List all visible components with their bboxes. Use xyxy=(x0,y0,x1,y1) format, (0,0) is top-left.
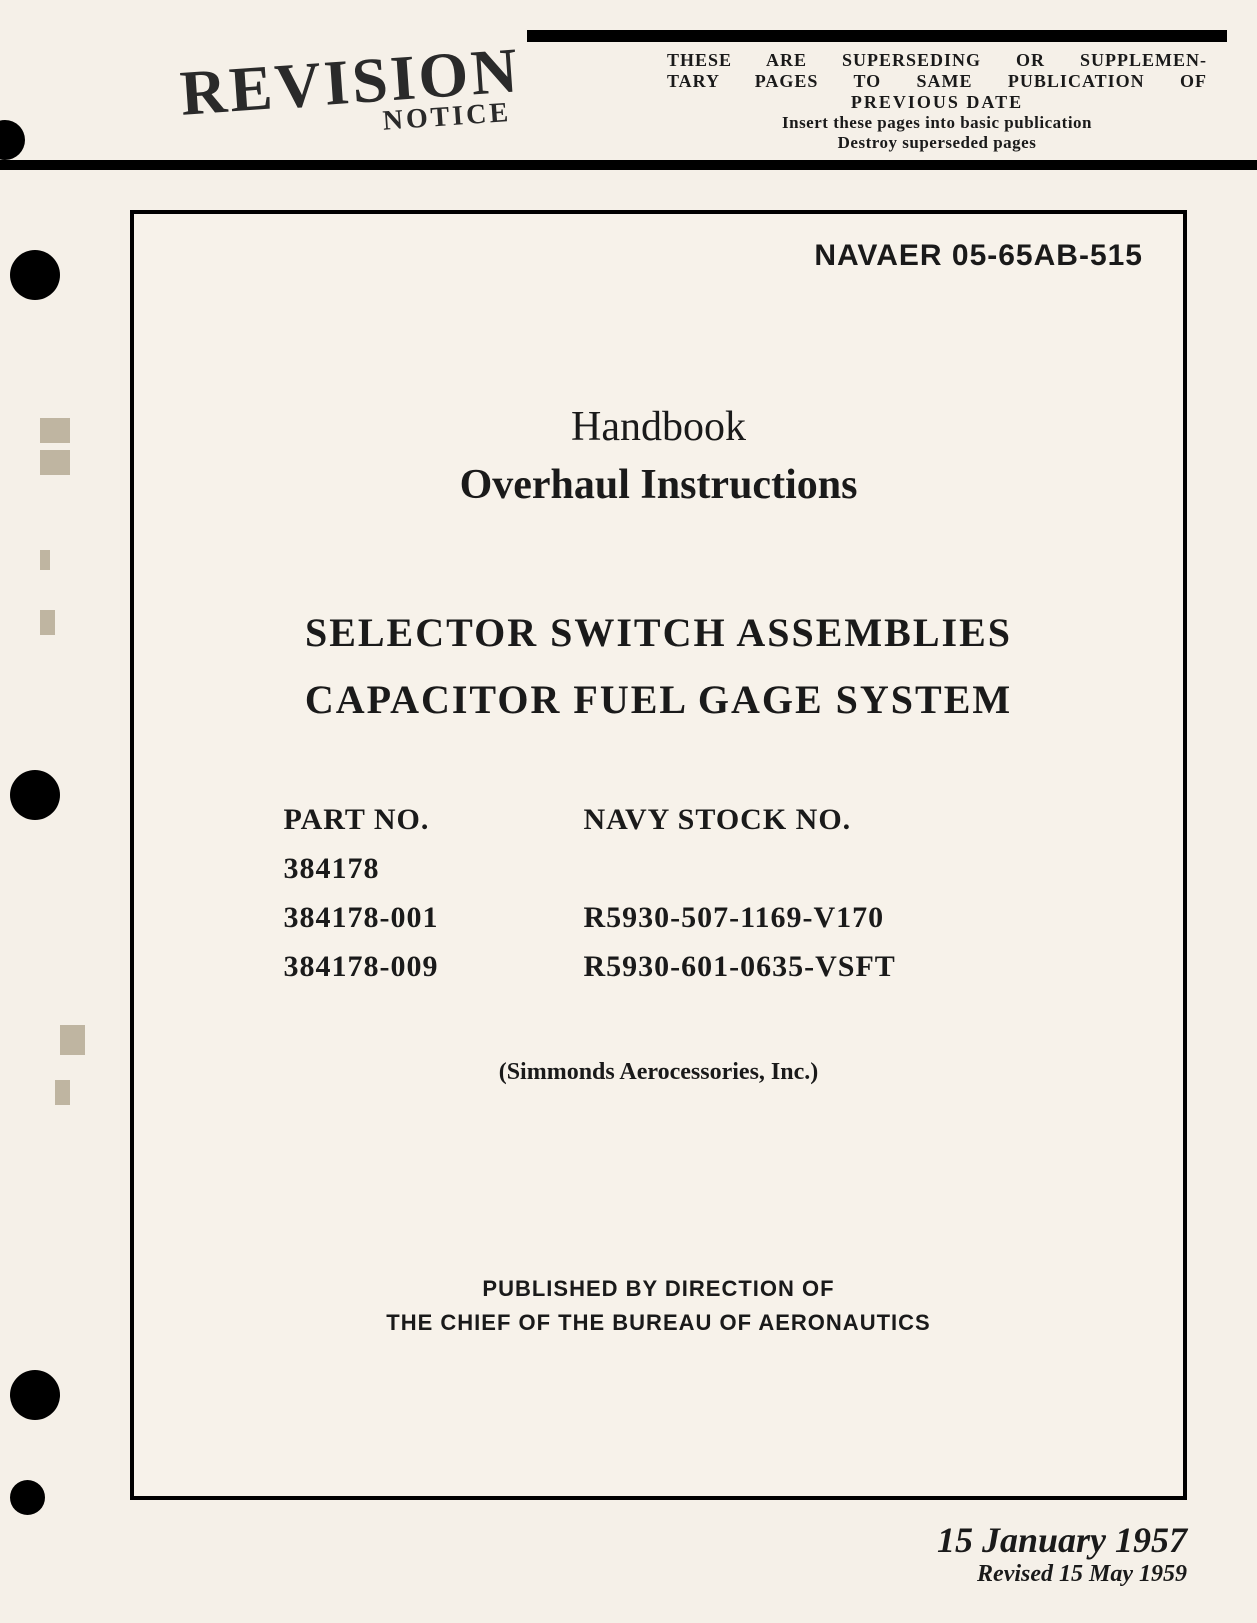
overhaul-label: Overhaul Instructions xyxy=(174,461,1143,509)
insert-instruction: Insert these pages into basic publicatio… xyxy=(667,113,1207,133)
parts-header-stockno: NAVY STOCK NO. xyxy=(584,803,1034,837)
bureau-label: THE CHIEF OF THE BUREAU OF AERONAUTICS xyxy=(174,1310,1143,1336)
published-by-label: PUBLISHED BY DIRECTION OF xyxy=(174,1276,1143,1302)
main-title-line-2: CAPACITOR FUEL GAGE SYSTEM xyxy=(174,676,1143,723)
page-smudge xyxy=(40,418,70,443)
parts-row: 384178-001 R5930-507-1169-V170 xyxy=(284,901,1034,935)
superseding-line-2: TARY PAGES TO SAME PUBLICATION OF xyxy=(667,71,1207,92)
page-smudge xyxy=(40,450,70,475)
superseding-line-3: PREVIOUS DATE xyxy=(667,92,1207,113)
black-bar-top xyxy=(527,30,1227,42)
main-title-line-1: SELECTOR SWITCH ASSEMBLIES xyxy=(174,609,1143,656)
document-box: NAVAER 05-65AB-515 Handbook Overhaul Ins… xyxy=(130,210,1187,1500)
page-smudge xyxy=(60,1025,85,1055)
parts-row: 384178-009 R5930-601-0635-VSFT xyxy=(284,950,1034,984)
part-number: 384178-009 xyxy=(284,950,584,984)
stock-number: R5930-601-0635-VSFT xyxy=(584,950,1034,984)
stock-number: R5930-507-1169-V170 xyxy=(584,901,1034,935)
parts-table: PART NO. NAVY STOCK NO. 384178 384178-00… xyxy=(284,803,1034,984)
revised-date: Revised 15 May 1959 xyxy=(937,1561,1187,1588)
publication-date: 15 January 1957 xyxy=(937,1519,1187,1561)
black-bar-left xyxy=(0,160,100,170)
page-smudge xyxy=(40,610,55,635)
destroy-instruction: Destroy superseded pages xyxy=(667,133,1207,153)
date-footer: 15 January 1957 Revised 15 May 1959 xyxy=(937,1519,1187,1588)
punch-hole xyxy=(0,120,25,160)
document-id: NAVAER 05-65AB-515 xyxy=(174,239,1143,273)
stock-number xyxy=(584,852,1034,886)
parts-row: 384178 xyxy=(284,852,1034,886)
superseding-line-1: THESE ARE SUPERSEDING OR SUPPLEMEN- xyxy=(667,50,1207,71)
page-smudge xyxy=(40,550,50,570)
page-smudge xyxy=(55,1080,70,1105)
parts-header-partno: PART NO. xyxy=(284,803,584,837)
part-number: 384178 xyxy=(284,852,584,886)
punch-hole xyxy=(10,770,60,820)
manufacturer-label: (Simmonds Aerocessories, Inc.) xyxy=(174,1059,1143,1086)
part-number: 384178-001 xyxy=(284,901,584,935)
punch-hole xyxy=(10,1370,60,1420)
punch-hole xyxy=(10,250,60,300)
top-header: REVISION NOTICE THESE ARE SUPERSEDING OR… xyxy=(30,30,1227,180)
handbook-label: Handbook xyxy=(174,403,1143,451)
parts-header-row: PART NO. NAVY STOCK NO. xyxy=(284,803,1034,837)
punch-hole xyxy=(10,1480,45,1515)
superseding-text-block: THESE ARE SUPERSEDING OR SUPPLEMEN- TARY… xyxy=(667,50,1207,153)
page-container: REVISION NOTICE THESE ARE SUPERSEDING OR… xyxy=(0,0,1257,1623)
revision-notice-stamp: REVISION NOTICE xyxy=(178,33,523,131)
black-bar-bottom xyxy=(100,160,1257,170)
